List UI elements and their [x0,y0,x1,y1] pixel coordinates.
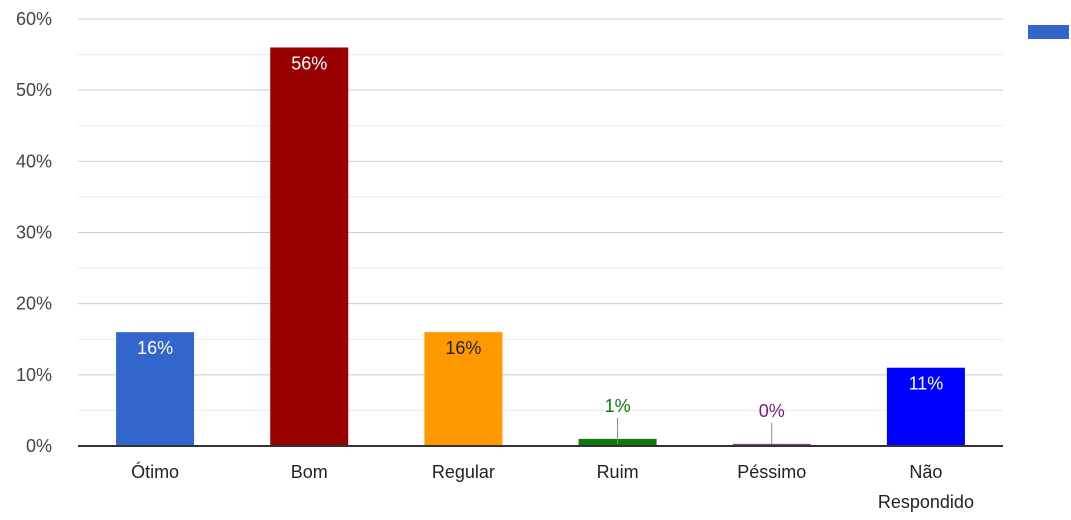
y-tick-label: 60% [16,9,52,29]
x-tick-label: Ruim [597,462,639,482]
bar [886,367,965,446]
x-tick-label: Bom [291,462,328,482]
y-axis: 0% 10% 20% 30% 40% 50% 60% [16,9,52,456]
y-tick-label: 0% [26,436,52,456]
bar [732,443,811,446]
x-tick-label: Respondido [878,492,974,512]
data-labels: 16% 56% 16% 1% 0% 11% [137,53,943,444]
bars [116,47,965,446]
y-tick-label: 40% [16,151,52,171]
y-tick-label: 50% [16,80,52,100]
x-tick-label: Regular [432,462,495,482]
legend-swatch [1028,25,1069,39]
data-label: 0% [759,401,785,421]
y-tick-label: 20% [16,294,52,314]
bar [116,332,195,446]
bar [270,47,349,446]
y-tick-label: 30% [16,223,52,243]
data-label: 16% [445,338,481,358]
bar [424,332,503,446]
x-tick-label: Não [909,462,942,482]
data-label: 11% [909,374,944,394]
y-tick-label: 10% [16,365,52,385]
gridlines [78,18,1003,411]
x-tick-label: Péssimo [737,462,806,482]
x-tick-label: Ótimo [131,461,179,482]
data-label: 56% [291,53,327,73]
data-label: 1% [605,396,631,416]
x-axis: Ótimo Bom Regular Ruim Péssimo Não Respondido [78,445,1003,512]
data-label: 16% [137,338,173,358]
